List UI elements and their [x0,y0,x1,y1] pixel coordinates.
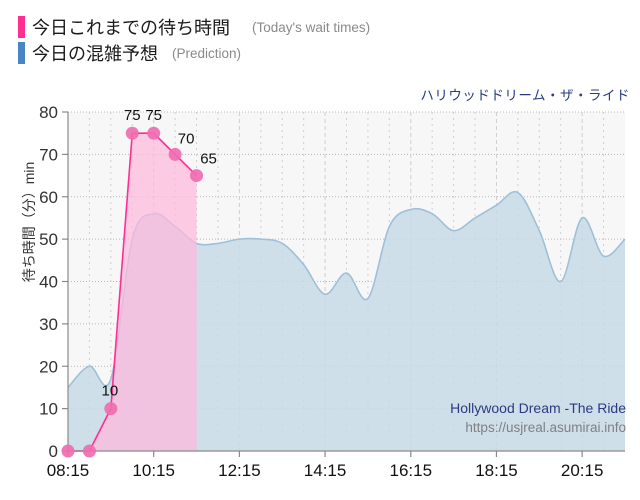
legend-label-actual-jp: 今日これまでの待ち時間 [32,18,230,38]
x-tick-0815: 08:15 [47,461,90,480]
data-label-1015: 75 [145,107,162,124]
legend-label-actual-en: (Today's wait times) [252,19,371,35]
legend-label-prediction-en: (Prediction) [172,45,242,61]
y-tick-80: 80 [39,103,58,122]
data-point-0815[interactable] [61,444,75,458]
chart-title: ハリウッドドリーム・ザ・ライド [420,88,630,103]
data-label-1115: 65 [200,151,217,168]
footer: Hollywood Dream -The Ride https://usjrea… [450,398,626,438]
y-tick-40: 40 [39,273,58,292]
y-tick-50: 50 [39,230,58,249]
x-tick-1415: 14:15 [304,461,347,480]
data-point-1015[interactable] [147,126,161,140]
y-tick-60: 60 [39,188,58,207]
footer-ride-name: Hollywood Dream -The Ride [450,400,626,416]
x-tick-1015: 10:15 [132,461,175,480]
y-tick-labels: 0 10 20 30 40 50 60 70 80 [39,103,58,461]
x-tick-1215: 12:15 [218,461,261,480]
data-markers [61,126,204,458]
y-tick-0: 0 [49,442,58,461]
data-label-1045: 70 [178,130,195,147]
y-tick-70: 70 [39,145,58,164]
x-tick-1815: 18:15 [475,461,518,480]
data-point-labels: 10 75 75 70 65 [102,107,217,399]
y-tick-10: 10 [39,400,58,419]
data-point-0915[interactable] [104,402,118,416]
x-tick-labels: 08:15 10:15 12:15 14:15 16:15 18:15 20:15 [47,461,604,480]
legend-swatch-prediction [18,42,25,64]
data-label-0915: 10 [102,383,119,400]
legend: 今日これまでの待ち時間 (Today's wait times) 今日の混雑予想… [18,14,370,66]
footer-url: https://usjreal.asumirai.info [465,420,626,435]
data-point-1045[interactable] [168,147,182,161]
data-label-0945: 75 [124,107,141,124]
legend-label-prediction-jp: 今日の混雑予想 [32,44,158,64]
data-point-1115[interactable] [190,169,204,183]
legend-item-prediction: 今日の混雑予想 (Prediction) [18,40,370,66]
legend-swatch-actual [18,16,25,38]
data-point-0945[interactable] [125,126,139,140]
data-point-0845[interactable] [82,444,96,458]
x-tick-2015: 20:15 [561,461,604,480]
legend-item-actual: 今日これまでの待ち時間 (Today's wait times) [18,14,370,40]
x-tick-1615: 16:15 [389,461,432,480]
y-tick-20: 20 [39,357,58,376]
y-tick-30: 30 [39,315,58,334]
